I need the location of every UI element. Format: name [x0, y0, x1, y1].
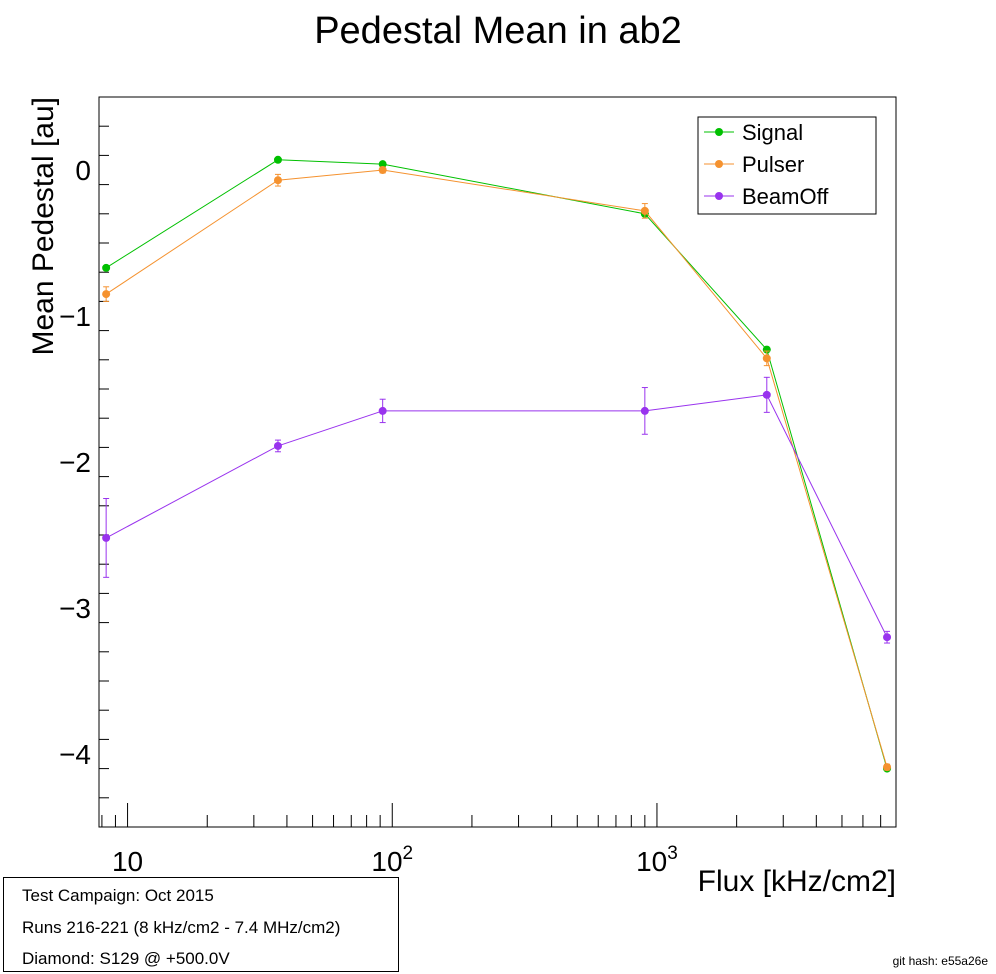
- info-box: Test Campaign: Oct 2015 Runs 216-221 (8 …: [3, 877, 399, 972]
- legend-label: BeamOff: [742, 184, 829, 209]
- x-tick-label: 103: [636, 843, 678, 877]
- data-point-signal: [102, 263, 111, 272]
- y-axis-title: Mean Pedestal [au]: [27, 97, 60, 356]
- info-diamond: Diamond: S129 @ +500.0V: [22, 949, 230, 968]
- data-point-beamoff: [273, 441, 282, 450]
- data-point-signal: [762, 345, 771, 354]
- data-point-signal: [273, 155, 282, 164]
- legend-box: [697, 116, 877, 215]
- legend-label: Pulser: [742, 152, 804, 177]
- data-point-pulser: [640, 206, 649, 215]
- x-tick-label: 10: [112, 846, 143, 877]
- series-line-signal: [105, 159, 888, 769]
- legend-marker: [715, 192, 723, 200]
- legend-marker: [715, 128, 723, 136]
- data-point-pulser: [762, 354, 771, 363]
- y-tick-label: −3: [59, 593, 91, 624]
- info-runs: Runs 216-221 (8 kHz/cm2 - 7.4 MHz/cm2): [22, 918, 341, 937]
- chart-title: Pedestal Mean in ab2: [314, 10, 682, 52]
- series-line-beamoff: [105, 394, 888, 638]
- plot-frame: [98, 96, 897, 828]
- info-campaign: Test Campaign: Oct 2015: [22, 886, 214, 905]
- legend-marker: [715, 160, 723, 168]
- data-point-beamoff: [883, 633, 892, 642]
- data-point-pulser: [378, 166, 387, 174]
- y-tick-label: −4: [59, 739, 91, 770]
- y-tick-label: −2: [59, 447, 91, 478]
- y-tick-label: 0: [75, 155, 91, 186]
- legend-label: Signal: [742, 120, 803, 145]
- data-point-pulser: [102, 290, 111, 299]
- y-tick-label: −1: [59, 301, 91, 332]
- data-point-pulser: [273, 176, 282, 185]
- data-point-signal: [378, 160, 387, 169]
- data-point-beamoff: [640, 406, 649, 415]
- data-point-beamoff: [102, 533, 111, 542]
- x-tick-label: 102: [371, 843, 413, 877]
- data-point-beamoff: [762, 390, 771, 399]
- series-line-pulser: [105, 169, 888, 768]
- git-hash: git hash: e55a26e: [892, 954, 988, 968]
- data-point-beamoff: [378, 406, 387, 415]
- x-axis-title: Flux [kHz/cm2]: [698, 865, 896, 898]
- data-point-pulser: [883, 763, 892, 772]
